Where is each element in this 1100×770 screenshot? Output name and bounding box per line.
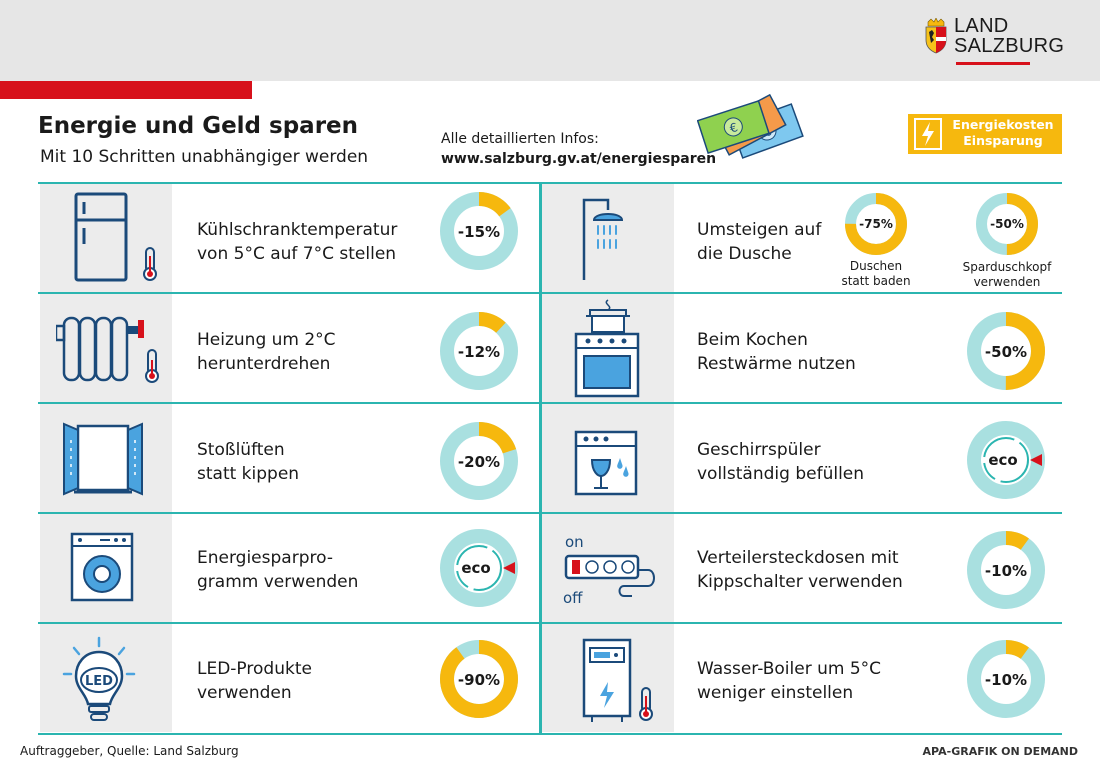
grid-line [38, 402, 1062, 404]
tip-label: Kühlschranktemperatur von 5°C auf 7°C ste… [197, 220, 398, 264]
ring-value-label: -75% [859, 217, 893, 231]
eco-ring: eco [967, 421, 1045, 499]
dishwasher-icon [574, 430, 638, 496]
ring-savings-arc [967, 531, 1045, 609]
ring-savings-arc [440, 312, 518, 390]
power-off-label: off [563, 589, 583, 607]
savings-ring: -75% [845, 193, 907, 255]
grid-line [38, 622, 1062, 624]
svg-text:LED: LED [85, 674, 113, 689]
grid-line [38, 512, 1062, 514]
tip-label: Verteilersteckdosen mit Kippschalter verw… [697, 548, 903, 592]
ring-value-label: -10% [985, 562, 1027, 580]
grid-line [38, 733, 1062, 735]
ring-savings-arc [440, 422, 518, 500]
red-accent-bar [0, 81, 252, 99]
ring-value-label: -50% [990, 217, 1024, 231]
ring-savings-arc [967, 640, 1045, 718]
sub-caption: Sparduschkopf verwenden [962, 260, 1052, 289]
column-divider [539, 183, 542, 735]
eco-pointer-icon [503, 562, 515, 574]
logo-text: LAND SALZBURG [954, 15, 1065, 57]
eco-pointer-icon [1030, 454, 1042, 466]
info-label: Alle detaillierten Infos: [441, 131, 599, 147]
grid-line [38, 292, 1062, 294]
tip-label: Heizung um 2°C herunterdrehen [197, 330, 336, 374]
shower-icon [582, 198, 624, 280]
tip-label: Energiesparpro-gramm verwenden [197, 548, 359, 592]
eco-ring: eco [440, 529, 518, 607]
sub-caption: Duschen statt baden [841, 259, 911, 288]
logo-underline [956, 62, 1030, 65]
savings-ring: -12% [440, 312, 518, 390]
ring-savings-arc [845, 193, 907, 255]
land-salzburg-logo: LAND SALZBURG [924, 16, 1064, 68]
ring-value-label: -20% [458, 453, 500, 471]
tip-label: Stoßlüften statt kippen [197, 440, 300, 484]
stove-pot-icon [574, 299, 640, 398]
ring-savings-arc [967, 312, 1045, 390]
tip-label: Umsteigen auf die Dusche [697, 220, 822, 264]
tip-label: Geschirrspüler vollständig befüllen [697, 440, 865, 484]
savings-ring: -50% [967, 312, 1045, 390]
ring-savings-arc [976, 193, 1038, 255]
open-window-icon [63, 422, 143, 496]
savings-ring: -10% [967, 640, 1045, 718]
water-boiler-icon [582, 638, 653, 722]
savings-ring: -50% [976, 193, 1038, 255]
header-bar [0, 0, 1100, 81]
tip-label: LED-Produkte verwenden [197, 659, 312, 703]
savings-ring: -15% [440, 192, 518, 270]
ring-savings-arc [440, 192, 518, 270]
washing-machine-icon [70, 532, 134, 602]
icon-cell [40, 294, 172, 402]
led-bulb-icon: LED [62, 636, 136, 721]
eco-dial [983, 437, 1029, 483]
page-title: Energie und Geld sparen [38, 113, 359, 139]
fridge-thermometer-icon [74, 192, 157, 282]
grid-line [38, 182, 1062, 184]
ring-value-label: -50% [985, 343, 1027, 361]
info-url-link[interactable]: www.salzburg.gv.at/energiesparen [441, 151, 717, 167]
tip-label: Beim Kochen Restwärme nutzen [697, 330, 856, 374]
eco-label: eco [461, 559, 490, 577]
savings-ring: -90% [440, 640, 518, 718]
ring-savings-arc [440, 640, 518, 718]
credit-note: APA-GRAFIK ON DEMAND [922, 745, 1078, 758]
money-banknotes-icon: € € € [697, 93, 804, 159]
tip-label: Wasser-Boiler um 5°C weniger einstellen [697, 659, 882, 703]
power-strip-icon [564, 554, 655, 597]
ring-value-label: -15% [458, 223, 500, 241]
eco-label: eco [988, 451, 1017, 469]
ring-value-label: -90% [458, 671, 500, 689]
lightning-bolt-icon [914, 118, 942, 150]
page-subtitle: Mit 10 Schritten unabhängiger werden [40, 147, 369, 167]
savings-ring: -10% [967, 531, 1045, 609]
ring-value-label: -12% [458, 343, 500, 361]
savings-ring: -20% [440, 422, 518, 500]
legend-label: Energiekosten Einsparung [952, 117, 1054, 148]
svg-text:€: € [728, 120, 740, 136]
energy-savings-legend: Energiekosten Einsparung [908, 114, 1062, 154]
power-on-label: on [565, 533, 584, 551]
ring-value-label: -10% [985, 671, 1027, 689]
source-note: Auftraggeber, Quelle: Land Salzburg [20, 744, 239, 758]
radiator-thermometer-icon [56, 316, 159, 383]
eco-dial [456, 545, 502, 591]
coat-of-arms-icon [925, 18, 947, 54]
